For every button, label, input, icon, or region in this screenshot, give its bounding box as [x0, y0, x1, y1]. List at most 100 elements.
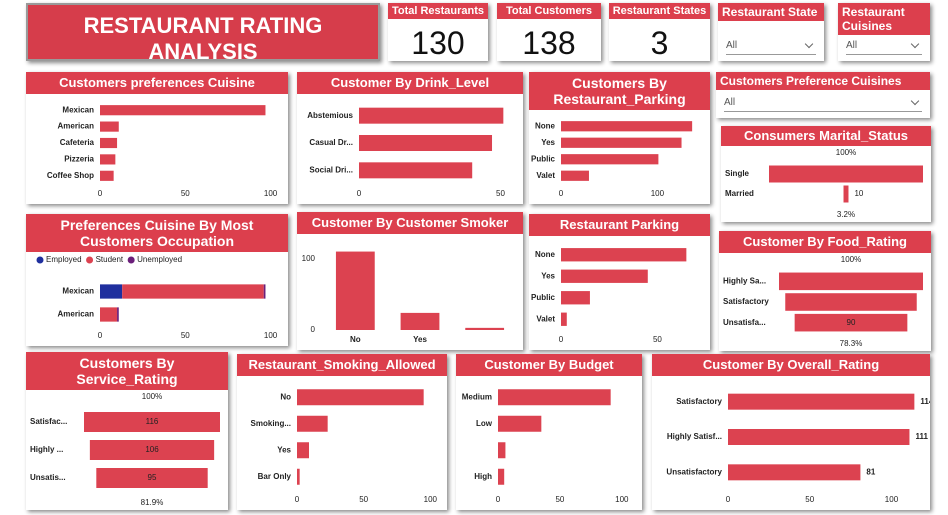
- x-tick-label: 50: [359, 495, 368, 504]
- x-tick-label: 100: [651, 189, 665, 198]
- funnel-bottom-label: 81.9%: [141, 498, 164, 507]
- y-tick-label: Unsatisfactory: [666, 467, 722, 476]
- funnel-bottom-label: 78.3%: [840, 339, 863, 348]
- category-label: Satisfactory: [723, 297, 769, 306]
- funnel-top-label: 100%: [841, 255, 861, 264]
- category-label: Highly Sa...: [723, 276, 766, 285]
- chart-title: Preferences Cuisine By Most Customers Oc…: [26, 214, 288, 252]
- y-tick-label: No: [280, 392, 291, 401]
- card-label: Restaurant States: [609, 3, 710, 19]
- chart-panel: Customer By Customer Smoker 0 100 No Yes: [297, 212, 523, 350]
- chart-plot: 100% 78.3% Highly Sa... Satisfactory Unsatis…: [723, 255, 923, 348]
- y-tick-label: Yes: [541, 271, 555, 280]
- slicer[interactable]: Customers Preference Cuisines All: [716, 72, 930, 118]
- y-tick-label: Pizzeria: [64, 155, 94, 164]
- bar: [100, 154, 116, 165]
- slicer-label: Customers Preference Cuisines: [716, 72, 930, 90]
- category-label: Unsatisfa...: [723, 318, 766, 327]
- chart-panel: Restaurant_Smoking_Allowed No Smoking... Ye…: [237, 354, 447, 510]
- bar-segment: [100, 284, 123, 299]
- card-value: 3: [650, 25, 669, 61]
- chart-plot: 100% 81.9% Satisfac... 116 Highly ... 106 Unsa…: [30, 392, 220, 507]
- bar: [100, 170, 114, 181]
- bar: [100, 137, 118, 149]
- chart-panel: Customer By Drink_Level Abstemious Casual …: [297, 72, 523, 204]
- y-tick-label: 100: [302, 254, 316, 263]
- funnel-bar: [84, 412, 220, 432]
- y-tick-label: American: [58, 310, 95, 319]
- card-value: 138: [522, 25, 576, 61]
- bar: [561, 291, 590, 305]
- x-tick-label: 50: [181, 189, 190, 198]
- y-tick-label: Social Dri...: [309, 165, 353, 174]
- y-tick-label: Mexican: [62, 287, 94, 296]
- bar: [561, 312, 567, 326]
- chart-plot: Employed Student Unemployed Mexican American…: [36, 255, 278, 340]
- data-label: 116: [146, 417, 159, 426]
- bar: [297, 468, 300, 485]
- data-label: 81: [866, 467, 875, 476]
- chart-plot: None Yes Public Valet 0 100: [531, 121, 693, 198]
- bar: [498, 415, 542, 432]
- category-label: Highly ...: [30, 445, 63, 454]
- chart-panel: Customer By Budget Medium Low High 0 50 100: [456, 354, 642, 510]
- funnel-bar: [794, 313, 908, 332]
- x-tick-label: 100: [264, 331, 278, 340]
- chart-title: Customer By Food_Rating: [719, 231, 931, 253]
- category-label: Unsatis...: [30, 473, 66, 482]
- kpi-card: Total Customers 138: [497, 3, 601, 61]
- data-label: 114: [920, 397, 930, 406]
- slicer[interactable]: Restaurant Cuisines All: [838, 3, 930, 61]
- x-tick-label: 0: [726, 495, 731, 504]
- funnel-bar: [779, 272, 923, 291]
- x-tick-label: 0: [295, 495, 300, 504]
- y-tick-label: Coffee Shop: [47, 171, 94, 180]
- category-label: Married: [725, 189, 754, 198]
- x-tick-label: 0: [98, 189, 103, 198]
- kpi-card: Restaurant States 3: [609, 3, 710, 61]
- data-label: 90: [847, 318, 856, 327]
- funnel-bar: [843, 185, 849, 203]
- bar-segment: [100, 307, 118, 322]
- bar: [498, 389, 611, 406]
- y-tick-label: Abstemious: [307, 111, 353, 120]
- bar: [100, 105, 266, 116]
- slicer[interactable]: Restaurant State All: [718, 3, 824, 61]
- bar: [561, 121, 693, 132]
- y-tick-label: Yes: [277, 445, 291, 454]
- y-tick-label: Cafeteria: [60, 138, 95, 147]
- chart-title: Restaurant Parking: [529, 214, 710, 236]
- x-tick-label: 100: [615, 495, 629, 504]
- slicer-dropdown[interactable]: All: [726, 38, 816, 55]
- chart-plot: Satisfactory 114 Highly Satisf... 111 Unsati…: [666, 393, 930, 504]
- chart-panel: Restaurant Parking None Yes Public Valet 0 50: [529, 214, 710, 350]
- funnel-top-label: 100%: [836, 148, 856, 157]
- chart-title: Customer By Budget: [456, 354, 642, 376]
- bar: [498, 468, 505, 485]
- chart-title: Customers By Restaurant_Parking: [529, 72, 710, 110]
- y-tick-label: Low: [476, 419, 493, 428]
- slicer-dropdown[interactable]: All: [724, 95, 922, 112]
- bar: [297, 389, 424, 406]
- x-tick-label: 50: [555, 495, 564, 504]
- slicer-dropdown[interactable]: All: [846, 38, 922, 55]
- bar: [498, 442, 506, 459]
- chart-panel: Customer By Overall_Rating Satisfactory 11…: [652, 354, 930, 510]
- bar-segment: [263, 284, 266, 299]
- x-tick-label: 0: [357, 189, 362, 198]
- bar: [359, 162, 473, 179]
- bar: [335, 251, 375, 330]
- chart-title: Consumers Marital_Status: [721, 126, 931, 146]
- chart-plot: Abstemious Casual Dr... Social Dri... 0 50: [307, 107, 506, 198]
- kpi-card: Total Restaurants 130: [388, 3, 488, 61]
- bar: [728, 464, 861, 481]
- bar: [561, 269, 648, 283]
- legend-marker: [36, 256, 44, 264]
- funnel-bottom-label: 3.2%: [837, 210, 855, 219]
- funnel-bar: [769, 165, 923, 183]
- data-label: 106: [145, 445, 159, 454]
- chart-title: Customer By Drink_Level: [297, 72, 523, 94]
- data-label: 10: [854, 189, 863, 198]
- y-tick-label: Casual Dr...: [309, 138, 353, 147]
- y-tick-label: American: [58, 122, 95, 131]
